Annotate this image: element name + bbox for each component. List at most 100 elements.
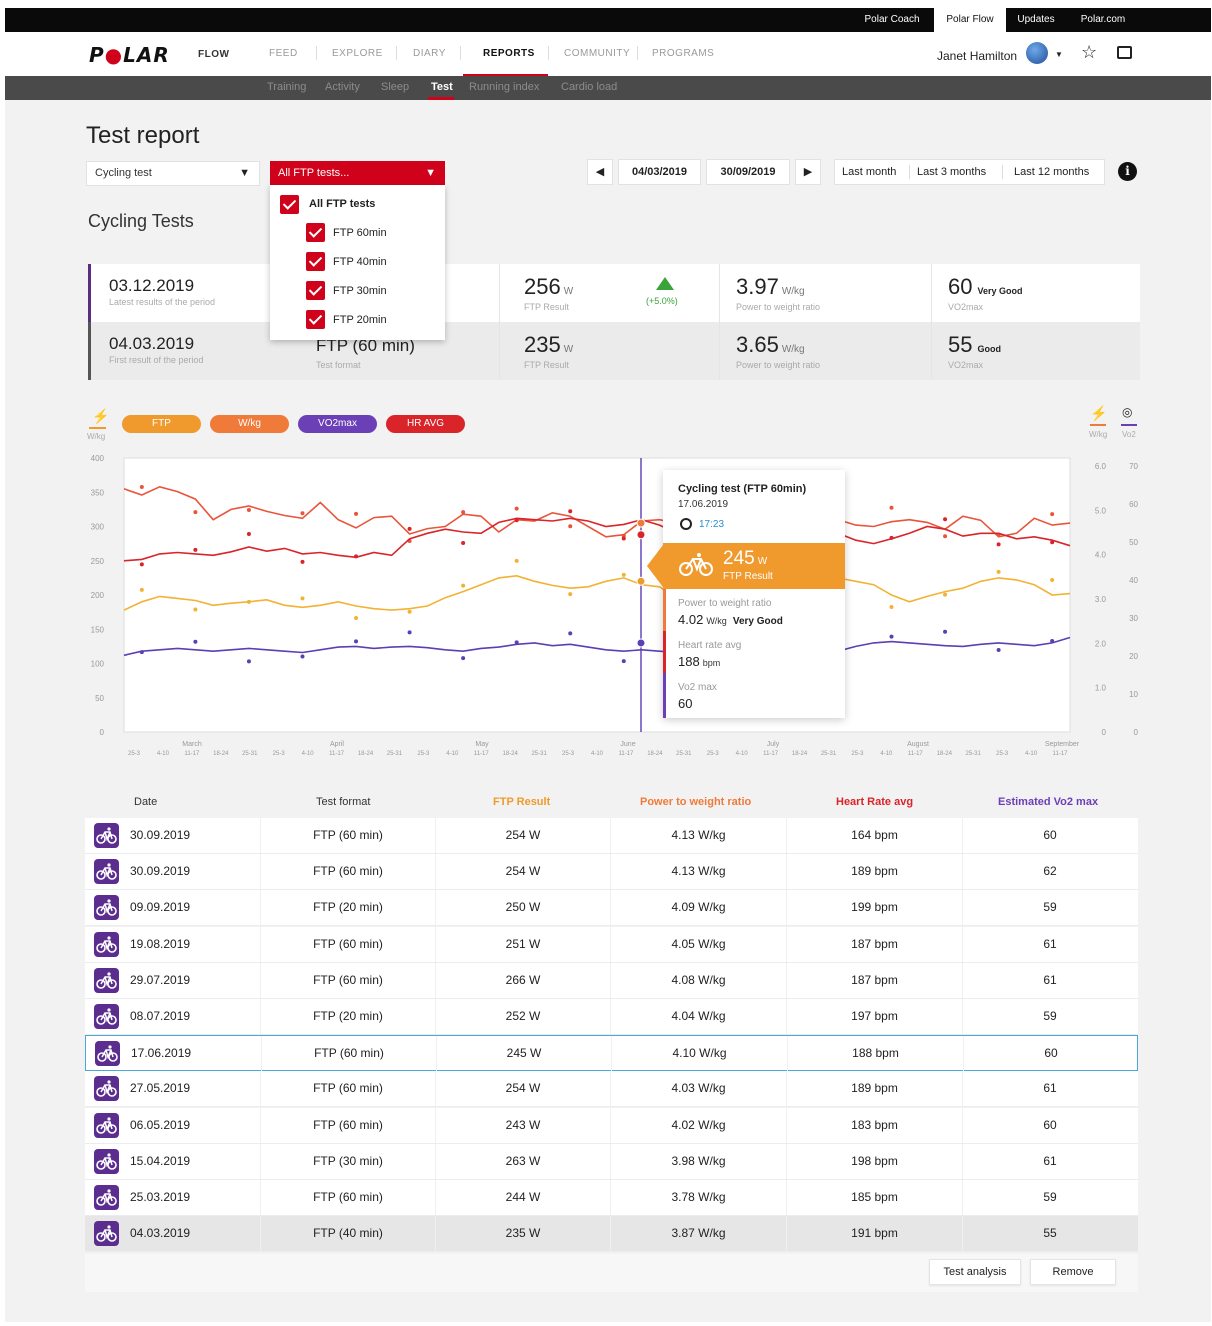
link-polar-com[interactable]: Polar.com: [1080, 14, 1126, 25]
remove-button[interactable]: Remove: [1030, 1259, 1116, 1285]
top-bar: Polar Coach Polar Flow Updates Polar.com: [5, 8, 1211, 32]
subnav-activity[interactable]: Activity: [325, 81, 360, 93]
cell-divider: [436, 1036, 437, 1072]
subnav-test[interactable]: Test: [431, 81, 453, 93]
first-date-label: First result of the period: [109, 355, 204, 365]
link-updates[interactable]: Updates: [1017, 14, 1055, 25]
nav-explore[interactable]: EXPLORE: [332, 48, 383, 59]
table-row[interactable]: 19.08.2019 FTP (60 min) 251 W 4.05 W/kg 187 …: [85, 926, 1138, 963]
link-polar-coach[interactable]: Polar Coach: [864, 14, 920, 25]
table-row[interactable]: 15.04.2019 FTP (30 min) 263 W 3.98 W/kg 198 …: [85, 1143, 1138, 1180]
cell-ftp: 250 W: [505, 900, 541, 915]
col-header-date[interactable]: Date: [134, 796, 158, 808]
user-menu-caret-icon[interactable]: ▼: [1055, 50, 1063, 59]
table-row[interactable]: 29.07.2019 FTP (60 min) 266 W 4.08 W/kg 187 …: [85, 962, 1138, 999]
cell-divider: [260, 999, 261, 1034]
table-row[interactable]: 17.06.2019 FTP (60 min) 245 W 4.10 W/kg 188 …: [85, 1035, 1138, 1072]
first-ftp-unit: W: [563, 344, 574, 355]
right-axis-label-vo2: Vo2: [1122, 430, 1136, 439]
cell-vo2: 60: [1043, 1117, 1057, 1132]
dropdown-item-ftp-60[interactable]: FTP 60min: [333, 227, 387, 239]
dropdown-item-all[interactable]: All FTP tests: [309, 198, 376, 210]
checkbox-ftp-30[interactable]: [306, 281, 325, 300]
dropdown-item-ftp-40[interactable]: FTP 40min: [333, 256, 387, 268]
range-last-month[interactable]: Last month: [842, 166, 897, 178]
table-row[interactable]: 04.03.2019 FTP (40 min) 235 W 3.87 W/kg 191 …: [85, 1216, 1138, 1253]
sub-nav: Training Activity Sleep Test Running ind…: [5, 76, 1211, 100]
cell-divider: [610, 926, 611, 962]
data-point: [246, 507, 251, 512]
col-header-vo2[interactable]: Estimated Vo2 max: [998, 796, 1099, 808]
page-title: Test report: [86, 122, 200, 149]
nav-diary[interactable]: DIARY: [413, 48, 446, 59]
test-type-select[interactable]: Cycling test ▼: [86, 161, 260, 186]
dropdown-item-ftp-20[interactable]: FTP 20min: [333, 314, 387, 326]
range-last-12-months[interactable]: Last 12 months: [1014, 166, 1090, 178]
start-date-field[interactable]: 04/03/2019: [618, 159, 701, 185]
cell-hr: 187 bpm: [851, 972, 898, 987]
nav-community[interactable]: COMMUNITY: [564, 48, 631, 59]
data-point: [996, 569, 1001, 574]
table-row[interactable]: 06.05.2019 FTP (60 min) 243 W 4.02 W/kg 183 …: [85, 1107, 1138, 1144]
prev-period-button[interactable]: ◀: [587, 159, 613, 185]
col-header-format[interactable]: Test format: [316, 796, 371, 808]
y-right2-tick-label: 10: [1129, 690, 1138, 699]
table-row[interactable]: 09.09.2019 FTP (20 min) 250 W 4.09 W/kg 199 …: [85, 890, 1138, 927]
legend-pill-vo2max[interactable]: VO2max: [298, 415, 377, 433]
test-analysis-button[interactable]: Test analysis: [929, 1259, 1021, 1285]
cell-vo2: 61: [1043, 936, 1057, 951]
cell-vo2: 59: [1043, 1190, 1057, 1204]
cell-divider: [962, 1216, 963, 1252]
week-label: 25-3: [128, 751, 141, 757]
cell-vo2: 60: [1043, 828, 1057, 842]
polar-logo[interactable]: P●LAR: [89, 43, 170, 67]
subnav-training[interactable]: Training: [267, 81, 307, 93]
col-header-ftp[interactable]: FTP Result: [493, 796, 551, 808]
message-icon[interactable]: [1117, 46, 1132, 59]
month-label: March: [182, 741, 202, 748]
first-ptw: 3.65 W/kg: [736, 332, 805, 358]
nav-divider: [316, 46, 317, 60]
col-header-ptw[interactable]: Power to weight ratio: [640, 796, 752, 808]
legend-pill-hr-avg[interactable]: HR AVG: [386, 415, 465, 433]
first-vo2: 55 Good: [948, 332, 1001, 358]
first-ftp: 235 W: [524, 332, 573, 358]
week-label: 18-24: [937, 751, 953, 757]
range-last-3-months[interactable]: Last 3 months: [917, 166, 987, 178]
table-row[interactable]: 30.09.2019 FTP (60 min) 254 W 4.13 W/kg 164 …: [85, 818, 1138, 854]
checkbox-ftp-20[interactable]: [306, 310, 325, 329]
star-icon[interactable]: ☆: [1081, 42, 1098, 62]
nav-reports[interactable]: REPORTS: [483, 48, 535, 59]
table-row[interactable]: 30.09.2019 FTP (60 min) 254 W 4.13 W/kg 189 …: [85, 854, 1138, 891]
checkbox-all-ftp[interactable]: [280, 195, 299, 214]
checkbox-ftp-60[interactable]: [306, 223, 325, 242]
table-row[interactable]: 25.03.2019 FTP (60 min) 244 W 3.78 W/kg 185 …: [85, 1180, 1138, 1216]
table-row[interactable]: 08.07.2019 FTP (20 min) 252 W 4.04 W/kg 197 …: [85, 999, 1138, 1035]
cell-hr: 164 bpm: [851, 828, 898, 842]
subnav-sleep[interactable]: Sleep: [381, 81, 410, 93]
legend-pill-wkg[interactable]: W/kg: [210, 415, 289, 433]
avatar[interactable]: [1026, 42, 1048, 64]
divider: [499, 322, 500, 380]
dropdown-item-ftp-30[interactable]: FTP 30min: [333, 285, 387, 297]
table-row[interactable]: 27.05.2019 FTP (60 min) 254 W 4.03 W/kg 189 …: [85, 1071, 1138, 1108]
subnav-cardio-load[interactable]: Cardio load: [561, 81, 618, 93]
cell-divider: [435, 818, 436, 853]
checkbox-ftp-40[interactable]: [306, 252, 325, 271]
nav-feed[interactable]: FEED: [269, 48, 298, 59]
link-polar-flow[interactable]: Polar Flow: [934, 8, 1006, 32]
end-date-field[interactable]: 30/09/2019: [706, 159, 790, 185]
subnav-running-index[interactable]: Running index: [469, 81, 540, 93]
ftp-filter-select[interactable]: All FTP tests... ▼: [270, 161, 445, 185]
col-header-hr[interactable]: Heart Rate avg: [836, 796, 914, 808]
info-icon[interactable]: i: [1118, 162, 1137, 181]
user-name[interactable]: Janet Hamilton: [937, 49, 1018, 63]
nav-programs[interactable]: PROGRAMS: [652, 48, 715, 59]
cycling-icon: [94, 1004, 119, 1029]
cell-divider: [962, 818, 963, 853]
legend-pill-ftp[interactable]: FTP: [122, 415, 201, 433]
cell-divider: [260, 890, 261, 926]
next-period-button[interactable]: ▶: [795, 159, 821, 185]
cell-vo2: 59: [1043, 1009, 1057, 1023]
cell-date: 19.08.2019: [130, 936, 191, 951]
